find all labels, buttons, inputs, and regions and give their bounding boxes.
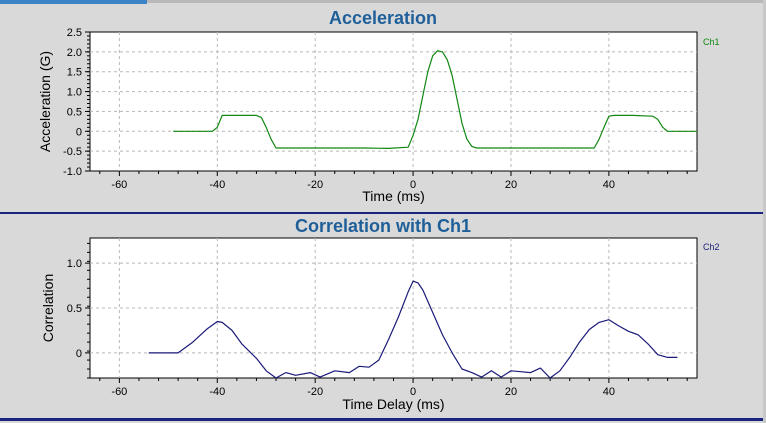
y-axis-label: Correlation bbox=[40, 274, 56, 342]
y-axis-label: Acceleration (G) bbox=[37, 51, 53, 152]
window-edge bbox=[763, 0, 766, 423]
x-tick-label: 40 bbox=[603, 179, 615, 191]
y-tick-label: -0.5 bbox=[63, 146, 82, 158]
x-tick-label: -20 bbox=[307, 179, 323, 191]
x-tick-label: -20 bbox=[307, 386, 323, 398]
panel-divider bbox=[0, 212, 763, 214]
acceleration-chart: -60 -40 -20 0 20 40 -1.0 -0.5 0 0.5 1.0 1.5 2.0 2.5 Ac… bbox=[37, 8, 720, 204]
y-tick-label: 0.5 bbox=[67, 303, 82, 315]
panel-divider-bottom bbox=[0, 418, 763, 421]
y-tick-label: 1.0 bbox=[67, 87, 82, 99]
y-tick-label: 2.0 bbox=[67, 47, 82, 59]
x-tick-label: 20 bbox=[505, 386, 517, 398]
y-tick-label: 0.5 bbox=[67, 106, 82, 118]
x-tick-label: 40 bbox=[603, 386, 615, 398]
series-line bbox=[173, 50, 697, 149]
tab-strip bbox=[147, 0, 766, 3]
legend-entry: Ch2 bbox=[703, 242, 720, 252]
x-tick-label: -40 bbox=[209, 179, 225, 191]
y-tick-label: 0 bbox=[76, 126, 82, 138]
y-tick-label: 1.0 bbox=[67, 258, 82, 270]
y-tick-label: 2.5 bbox=[67, 27, 82, 39]
legend-entry: Ch1 bbox=[703, 37, 720, 47]
x-tick-label: 0 bbox=[410, 386, 416, 398]
chart-title: Correlation with Ch1 bbox=[295, 216, 471, 236]
x-tick-label: -60 bbox=[111, 386, 127, 398]
x-axis-label: Time Delay (ms) bbox=[342, 396, 444, 412]
plot-area bbox=[89, 31, 698, 172]
correlation-chart: -60 -40 -20 0 20 40 0 0.5 1.0 Correlation with Ch… bbox=[40, 216, 720, 412]
y-tick-label: -1.0 bbox=[63, 166, 82, 178]
x-axis-label: Time (ms) bbox=[362, 188, 424, 204]
x-tick-label: 0 bbox=[410, 179, 416, 191]
y-tick-label: 0 bbox=[76, 348, 82, 360]
x-tick-label: -60 bbox=[111, 179, 127, 191]
chart-title: Acceleration bbox=[329, 8, 437, 28]
series-line bbox=[148, 280, 678, 379]
x-tick-label: -40 bbox=[209, 386, 225, 398]
x-tick-label: 20 bbox=[505, 179, 517, 191]
y-tick-label: 1.5 bbox=[67, 67, 82, 79]
active-tab-indicator[interactable] bbox=[0, 0, 147, 4]
